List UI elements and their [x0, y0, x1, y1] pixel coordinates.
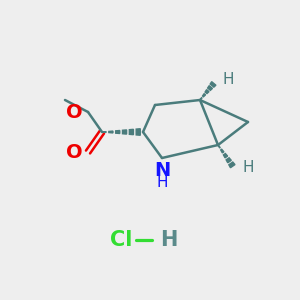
Polygon shape [221, 149, 224, 153]
Text: Cl: Cl [110, 230, 132, 250]
Polygon shape [200, 98, 202, 100]
Polygon shape [129, 129, 134, 135]
Polygon shape [229, 162, 235, 168]
Polygon shape [109, 131, 113, 133]
Polygon shape [116, 130, 120, 134]
Text: H: H [160, 230, 177, 250]
Polygon shape [122, 130, 127, 134]
Polygon shape [210, 82, 216, 87]
Polygon shape [205, 90, 209, 94]
Polygon shape [202, 94, 206, 97]
Polygon shape [226, 158, 231, 163]
Text: N: N [154, 161, 170, 180]
Polygon shape [208, 86, 212, 90]
Text: O: O [66, 142, 83, 161]
Text: O: O [66, 103, 83, 122]
Polygon shape [136, 129, 140, 135]
Polygon shape [224, 154, 228, 158]
Text: H: H [223, 73, 235, 88]
Polygon shape [218, 145, 220, 148]
Text: H: H [156, 175, 168, 190]
Text: H: H [242, 160, 254, 175]
